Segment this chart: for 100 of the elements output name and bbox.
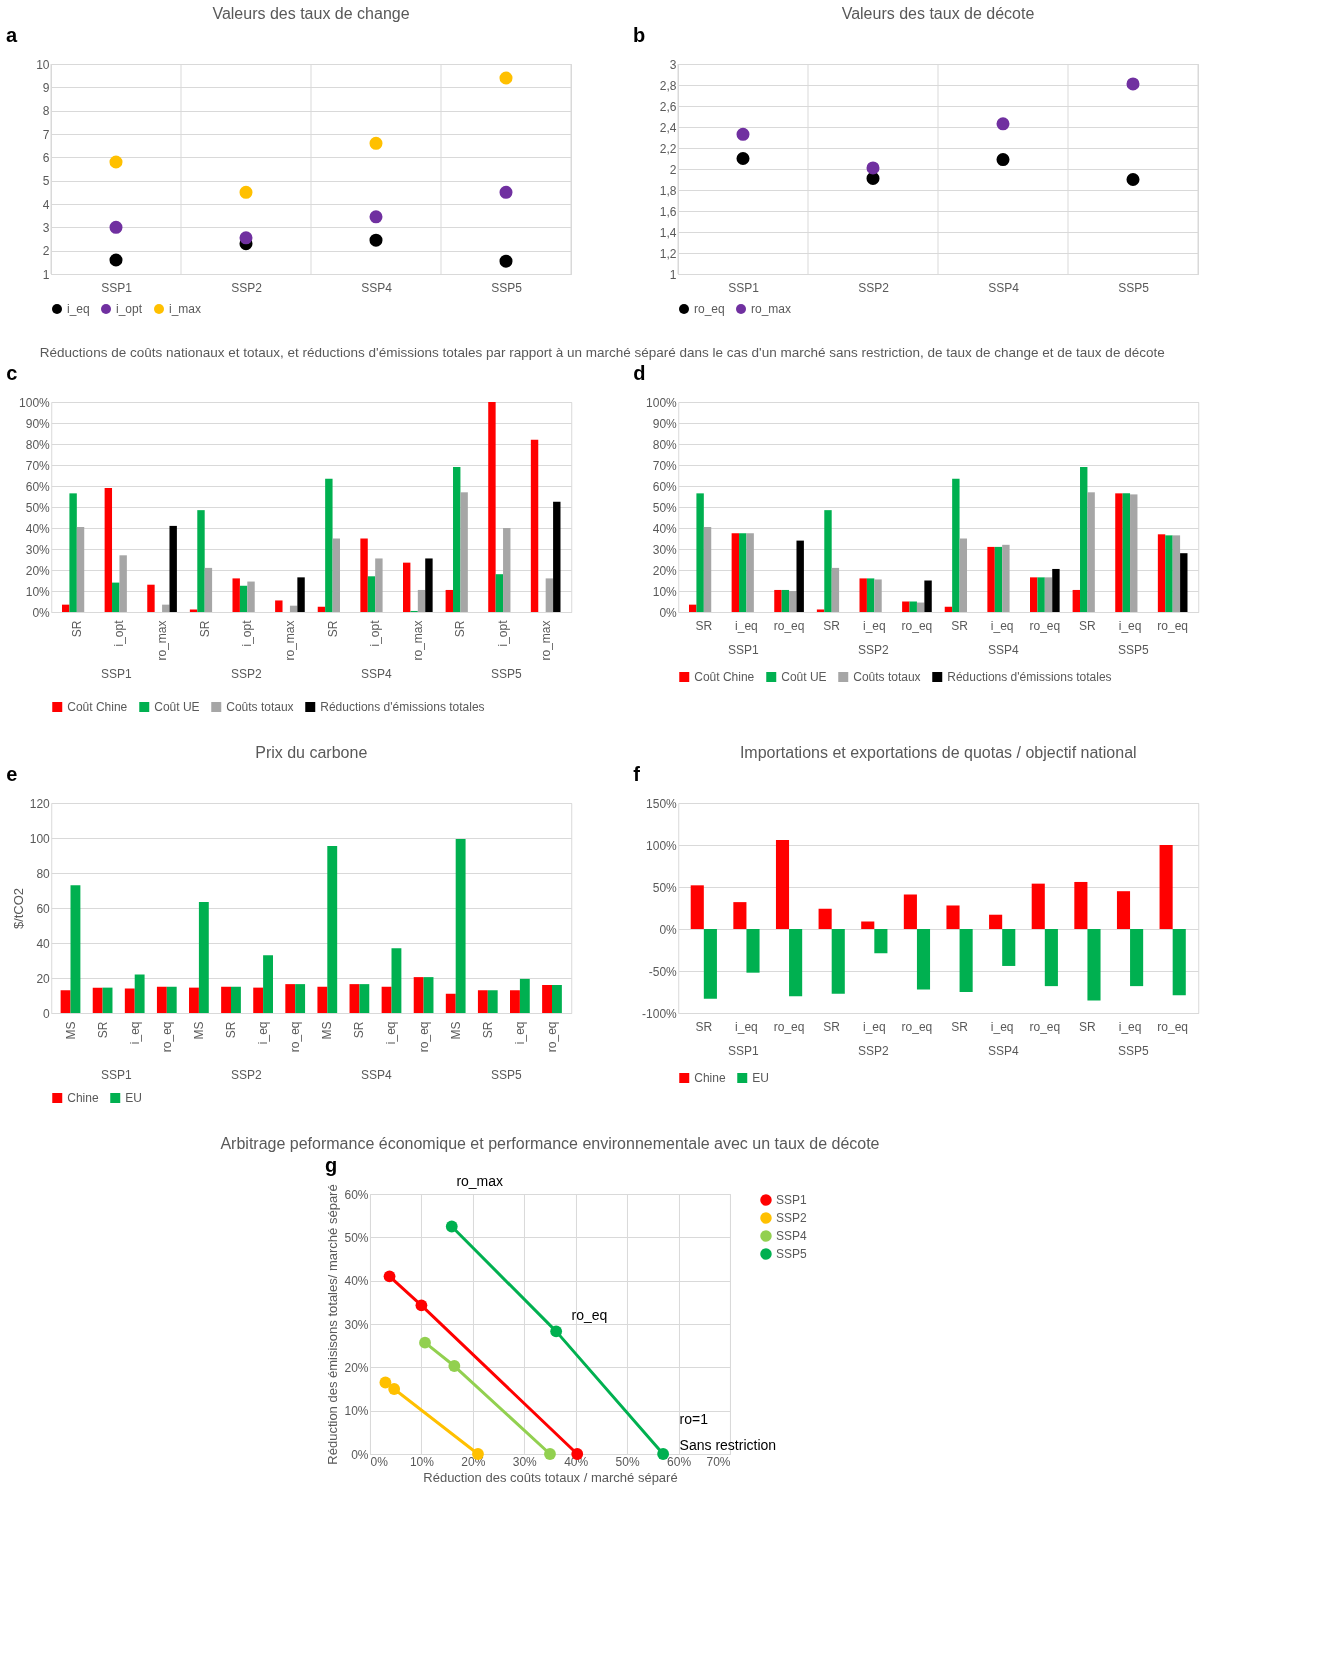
- x-tick-label: ro_eq: [901, 618, 933, 633]
- x-tick-label: i_eq: [862, 1019, 886, 1034]
- point: [499, 254, 513, 268]
- bar: [391, 948, 402, 1013]
- bar: [1052, 568, 1060, 612]
- y-tick-label: 50%: [25, 500, 51, 515]
- x-tick-label: i_eq: [1118, 618, 1142, 633]
- bar: [959, 538, 967, 612]
- x-tick-label: 70%: [706, 1454, 731, 1469]
- y-tick-label: 2,8: [659, 78, 677, 93]
- text: SSP4: [360, 1068, 392, 1082]
- x-tick-label: SSP4: [988, 280, 1020, 295]
- y-tick-label: 9: [42, 80, 50, 95]
- y-tick-label: 2,2: [659, 141, 677, 156]
- bar: [746, 929, 760, 973]
- y-tick-label: 60%: [25, 479, 51, 494]
- bar: [789, 591, 797, 612]
- y-tick-label: 6: [42, 150, 50, 165]
- bar: [916, 929, 931, 990]
- bar: [413, 977, 424, 1013]
- legend-label: Coût UE: [781, 670, 827, 684]
- x-tick-label: 10%: [409, 1454, 435, 1469]
- x-tick-label: ro_eq: [773, 618, 805, 633]
- bar: [231, 986, 241, 1013]
- bar: [317, 986, 328, 1013]
- y-tick-label: 60: [36, 901, 51, 916]
- bar: [495, 574, 504, 612]
- bar: [690, 885, 704, 929]
- bar: [349, 984, 360, 1013]
- bar: [831, 929, 845, 994]
- y-axis-title: Réduction des émisisons totales/ marché séparé: [325, 1184, 341, 1465]
- bar: [1172, 929, 1186, 996]
- x-tick-label: SSP5: [1118, 280, 1150, 295]
- x-tick-label: SSP2: [858, 280, 890, 295]
- bar: [239, 585, 248, 612]
- x-tick-label: SR: [69, 620, 84, 638]
- text: SSP5: [490, 1068, 522, 1082]
- annotation: ro=1: [679, 1411, 709, 1428]
- point: [369, 136, 383, 150]
- bar: [232, 578, 240, 612]
- point: [499, 71, 513, 85]
- bar: [162, 604, 170, 612]
- bar: [1044, 929, 1058, 987]
- y-tick-label: 70%: [652, 458, 678, 473]
- bar: [1072, 589, 1081, 612]
- bar: [944, 606, 953, 612]
- bar: [204, 567, 213, 612]
- legend-label: ro_eq: [694, 302, 725, 316]
- text: SSP1: [100, 667, 132, 681]
- text: e: [6, 763, 18, 785]
- legend-label: EU: [125, 1091, 142, 1105]
- bar: [104, 488, 113, 612]
- y-tick-label: 40%: [652, 521, 678, 536]
- bar: [551, 985, 562, 1013]
- bar: [1159, 845, 1173, 929]
- point: [499, 185, 513, 199]
- point: [866, 161, 880, 175]
- bar: [453, 467, 461, 612]
- bar: [1037, 577, 1045, 612]
- legend-label: SSP4: [775, 1229, 807, 1243]
- bar: [487, 990, 498, 1013]
- x-tick-label: i_opt: [368, 619, 383, 647]
- bar: [831, 567, 840, 612]
- bar: [147, 584, 155, 612]
- bar: [775, 839, 790, 929]
- x-tick-label: SR: [823, 618, 841, 633]
- bar: [1031, 883, 1045, 929]
- bar: [317, 606, 326, 612]
- bar: [295, 984, 306, 1013]
- bar: [166, 986, 177, 1013]
- x-tick-label: 0%: [370, 1454, 389, 1469]
- bar: [859, 578, 867, 612]
- x-tick-label: SR: [325, 620, 340, 638]
- point: [369, 233, 383, 247]
- y-tick-label: 40: [36, 936, 51, 951]
- x-tick-label: i_eq: [990, 1019, 1014, 1034]
- bar: [861, 921, 875, 929]
- legend-label: ro_max: [751, 302, 792, 316]
- bar: [902, 601, 910, 612]
- bar: [445, 993, 456, 1013]
- y-tick-label: 40%: [344, 1274, 369, 1289]
- y-tick-label: 30%: [25, 542, 51, 557]
- bar: [253, 987, 264, 1013]
- bar: [189, 987, 199, 1013]
- bar: [696, 493, 704, 612]
- point: [239, 231, 253, 245]
- bar: [994, 546, 1003, 612]
- point: [996, 117, 1010, 131]
- bar: [1080, 467, 1088, 612]
- bar: [824, 510, 832, 612]
- bar: [866, 578, 875, 612]
- y-tick-label: 7: [42, 127, 50, 142]
- legend-label: SSP1: [775, 1193, 807, 1207]
- bar: [689, 604, 697, 612]
- y-tick-label: -50%: [648, 964, 678, 979]
- y-tick-label: 90%: [25, 416, 51, 431]
- x-tick-label: SSP4: [361, 280, 393, 295]
- text: c: [6, 362, 18, 384]
- x-tick-label: i_eq: [735, 1019, 758, 1034]
- bar: [952, 478, 960, 612]
